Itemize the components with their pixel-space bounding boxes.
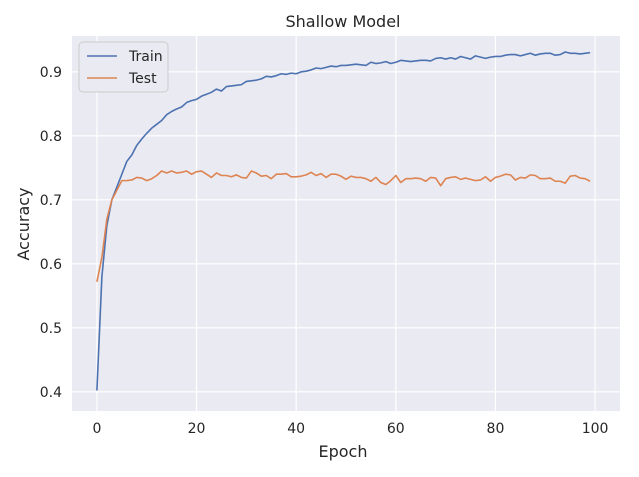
legend-box <box>78 41 169 93</box>
series-lines <box>96 51 591 391</box>
y-tick-label: 0.9 <box>40 65 62 81</box>
x-tick-label: 40 <box>287 421 305 437</box>
y-tick-label: 0.5 <box>40 321 62 337</box>
y-tick-label: 0.6 <box>40 257 62 273</box>
y-tick-label: 0.8 <box>40 129 62 145</box>
legend: Train Test <box>78 41 169 93</box>
x-tick-label: 60 <box>387 421 405 437</box>
legend-train-label: Train <box>128 49 163 65</box>
tick-labels: 0 20 40 60 80 100 0.4 0.5 0.6 0.7 0.8 0.9 <box>40 65 609 437</box>
x-axis-label: Epoch <box>319 442 368 461</box>
x-tick-label: 0 <box>92 421 101 437</box>
x-tick-label: 20 <box>188 421 206 437</box>
legend-test-label: Test <box>128 71 157 87</box>
grid-lines <box>72 36 620 411</box>
x-tick-label: 80 <box>487 421 505 437</box>
y-tick-label: 0.4 <box>40 385 62 401</box>
x-tick-label: 100 <box>582 421 609 437</box>
y-tick-label: 0.7 <box>40 193 62 209</box>
y-axis-label: Accuracy <box>14 187 33 260</box>
series-line-train <box>96 51 591 391</box>
plot-background <box>72 36 620 411</box>
series-line-test <box>96 170 591 282</box>
chart-title: Shallow Model <box>286 12 401 31</box>
